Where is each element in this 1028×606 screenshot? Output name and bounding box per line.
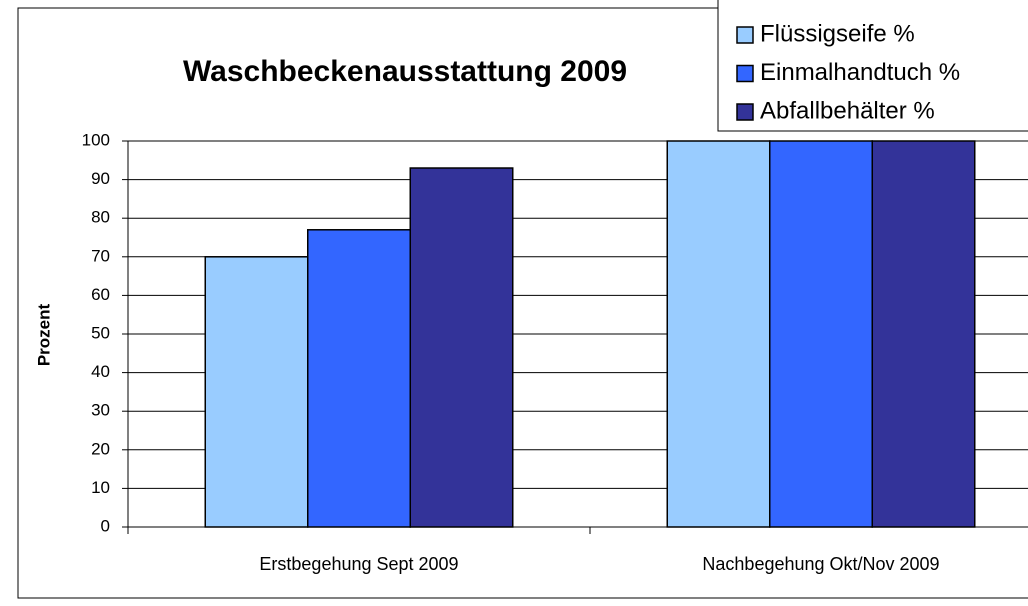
x-tick-label: Nachbegehung Okt/Nov 2009 [702,554,939,574]
legend-label: Einmalhandtuch % [760,59,960,86]
y-tick-label: 80 [91,208,110,227]
y-tick-label: 70 [91,246,110,265]
bar [769,140,873,528]
y-tick-label: 30 [91,401,110,420]
legend-swatch [736,64,754,83]
x-tick-label: Erstbegehung Sept 2009 [259,554,458,574]
legend-label: Abfallbehälter % [760,97,935,124]
legend-swatch [736,103,754,121]
y-tick-label: 0 [101,516,110,535]
bar [871,140,976,528]
legend-label: Flüssigseife % [760,20,915,47]
legend-box [717,0,1028,132]
legend-swatch [736,26,754,44]
y-tick-label: 60 [91,285,110,304]
y-tick-label: 100 [82,130,110,149]
bar [204,256,309,528]
y-tick-label: 20 [91,439,110,458]
y-tick-label: 50 [91,323,110,342]
y-axis-label: Prozent [34,303,53,366]
bar [666,140,771,528]
y-tick-label: 40 [91,362,110,381]
y-tick-label: 10 [91,478,110,497]
y-tick-label: 90 [91,169,110,188]
chart-title: Waschbeckenausstattung 2009 [183,55,627,88]
bar [307,229,411,528]
bar [409,167,514,528]
